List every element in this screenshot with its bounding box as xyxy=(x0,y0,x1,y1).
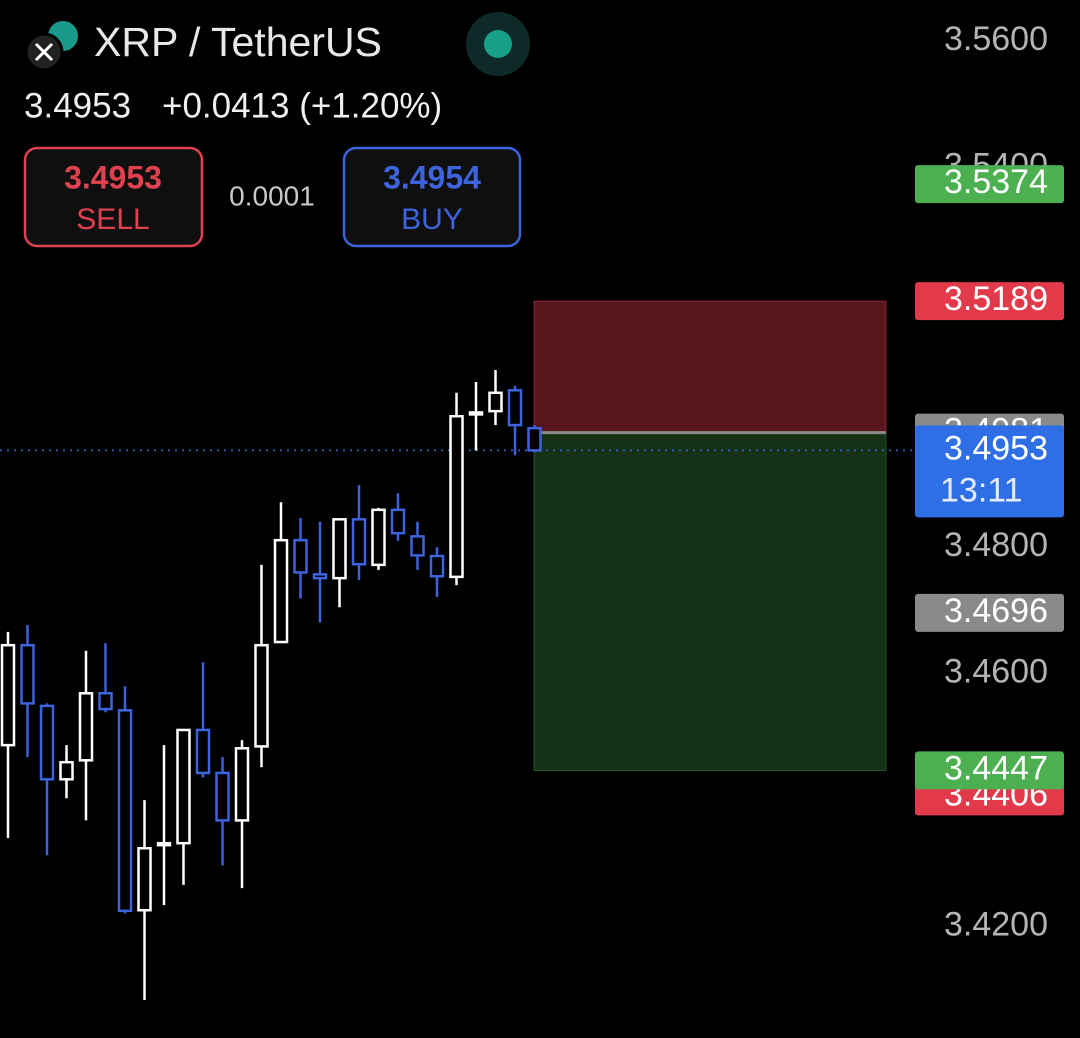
candle-body xyxy=(234,747,250,822)
target-zone xyxy=(533,432,887,771)
plot: 3.56003.54003.48003.46003.42003.53743.46… xyxy=(0,20,1064,1001)
candle-body xyxy=(39,704,55,781)
y-tick-label: 3.4600 xyxy=(944,653,1048,691)
y-tick-label: 3.4200 xyxy=(944,906,1048,944)
stop-label: 3.5189 xyxy=(944,280,1048,318)
current-label-bg xyxy=(915,425,1064,518)
y-tick-label: 3.5600 xyxy=(944,20,1048,58)
sell-label: SELL xyxy=(76,203,149,236)
candle-body xyxy=(215,771,230,822)
candle-body xyxy=(371,508,386,567)
candle-body xyxy=(410,535,425,557)
buy-button[interactable] xyxy=(342,146,522,248)
sell-button[interactable] xyxy=(23,146,204,248)
candle-body xyxy=(527,426,542,452)
price-label: 3.5374 xyxy=(944,163,1048,201)
xrp-glyph xyxy=(34,42,54,62)
candle-body xyxy=(176,728,191,845)
candle-body xyxy=(312,573,328,580)
sell-price: 3.4953 xyxy=(64,159,162,195)
price-change: +0.0413 (+1.20%) xyxy=(162,86,442,125)
candle-body xyxy=(429,554,445,578)
stop-zone xyxy=(533,300,887,434)
countdown: 13:11 xyxy=(940,471,1023,509)
symbol: XRP / TetherUS xyxy=(94,19,382,65)
candle-body xyxy=(117,709,133,913)
candle-body xyxy=(332,518,347,580)
candle-body xyxy=(78,692,94,762)
target-label: 3.4447 xyxy=(944,749,1048,787)
spread: 0.0001 xyxy=(229,180,315,211)
candle-body xyxy=(507,389,523,427)
current-price-label: 3.4953 xyxy=(944,429,1048,467)
candle-body xyxy=(390,508,406,535)
candle-body xyxy=(449,414,464,579)
candle-body xyxy=(20,643,35,705)
stop-label-bg xyxy=(915,282,1064,321)
price-label-bg xyxy=(915,593,1064,632)
candle-body xyxy=(59,760,74,781)
candle-body xyxy=(195,728,211,775)
candle-body xyxy=(254,643,269,748)
buy-price: 3.4954 xyxy=(383,159,481,195)
candle-body xyxy=(488,391,503,413)
candle-body xyxy=(98,692,113,711)
candle-body xyxy=(156,841,172,847)
buy-label: BUY xyxy=(401,203,463,236)
price-label-bg xyxy=(915,165,1064,204)
price-label: 3.4696 xyxy=(944,592,1048,630)
y-tick-label: 3.4800 xyxy=(944,526,1048,564)
status-dot xyxy=(484,30,512,58)
candle-body xyxy=(137,846,152,912)
candle-body xyxy=(351,518,367,566)
candle-body xyxy=(293,538,308,574)
candle-body xyxy=(0,643,16,747)
candle-body xyxy=(273,538,289,644)
candle-body xyxy=(468,411,484,416)
target-label-bg xyxy=(915,751,1064,790)
last-price: 3.4953 xyxy=(24,86,131,125)
